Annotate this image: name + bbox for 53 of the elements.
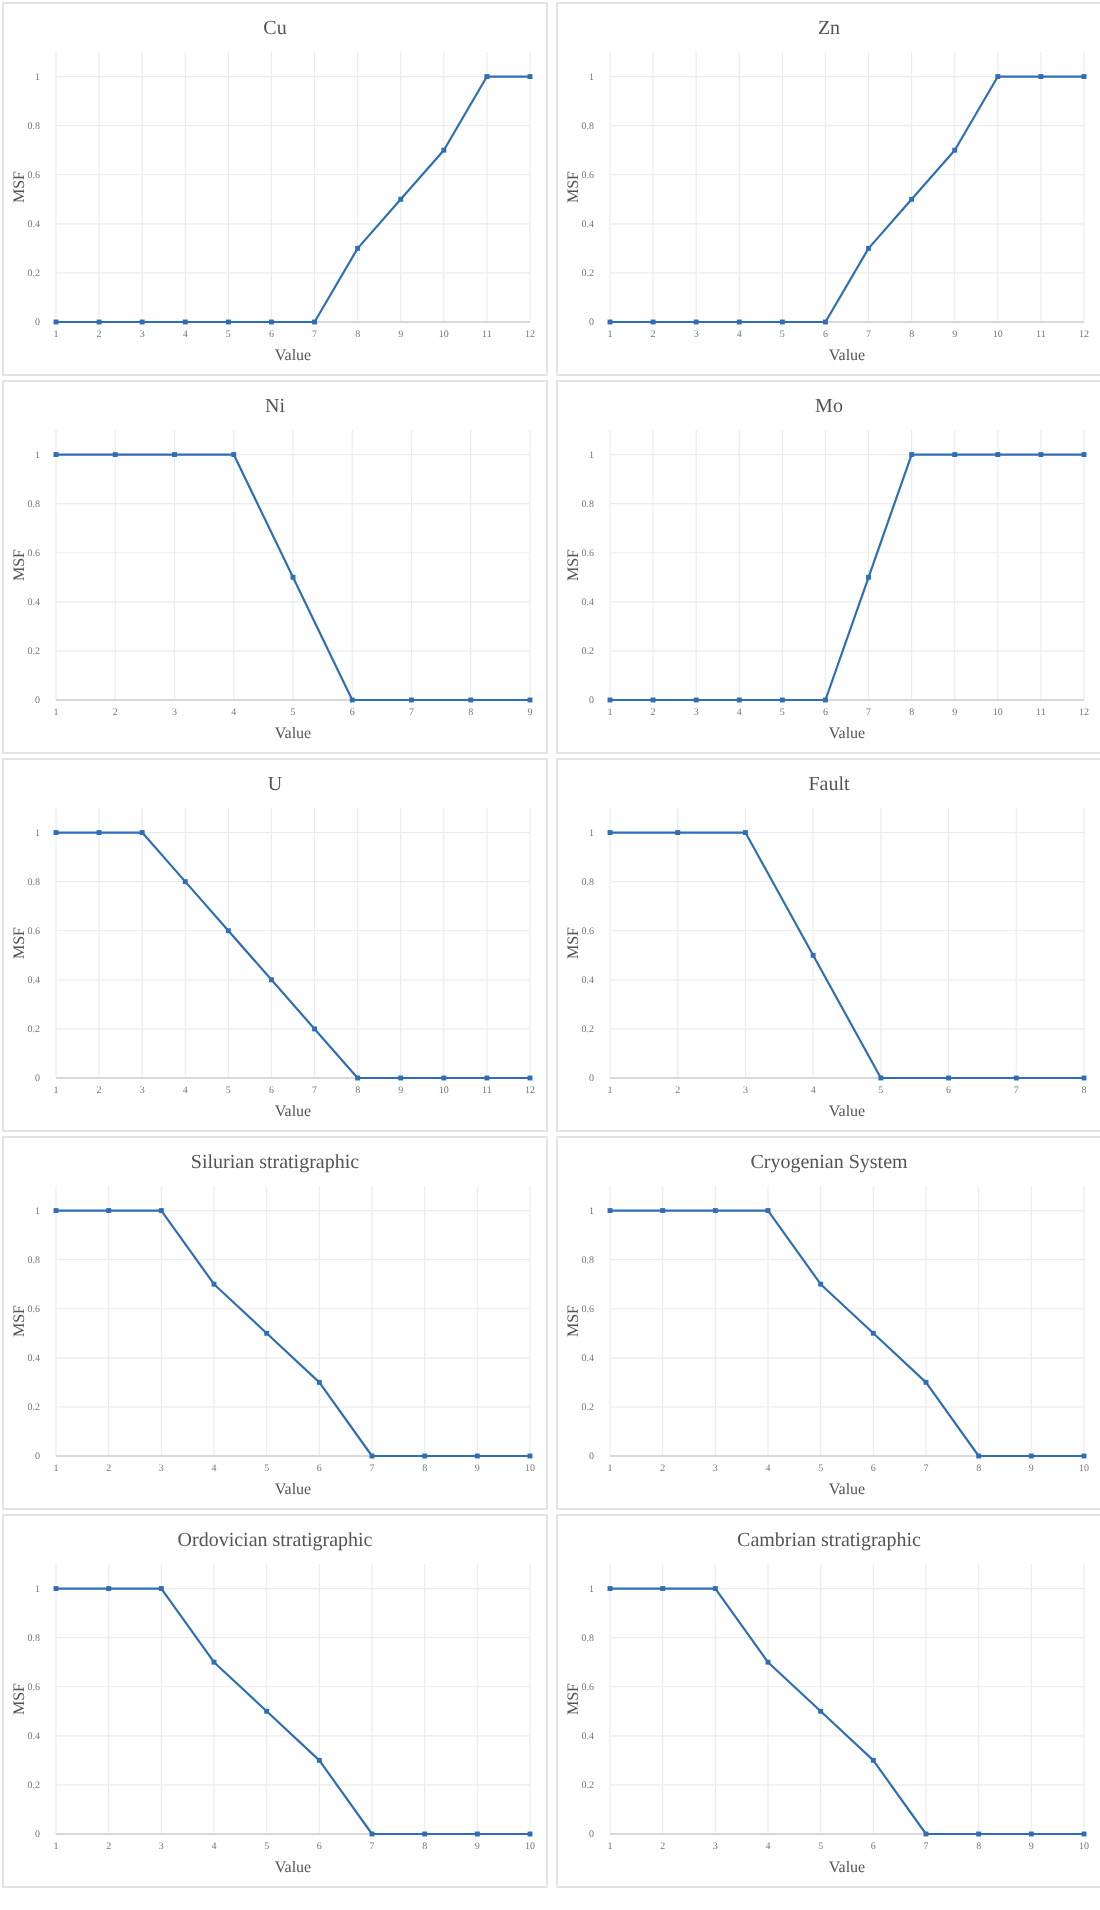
chart-title: Zn xyxy=(817,18,841,40)
point xyxy=(264,1330,270,1336)
point xyxy=(225,928,231,934)
point xyxy=(316,1379,322,1385)
chart-title: Ni xyxy=(265,396,286,418)
x-axis-title: Value xyxy=(828,1102,867,1120)
line-series xyxy=(53,1208,533,1459)
point xyxy=(316,1757,322,1763)
chart-title: Ordovician stratigraphic xyxy=(177,1530,374,1552)
x-axis-title: Value xyxy=(274,1480,313,1498)
line-series xyxy=(53,74,533,325)
point xyxy=(818,1281,824,1287)
point xyxy=(810,952,816,958)
chart-title: Cryogenian System xyxy=(750,1152,909,1174)
point xyxy=(818,1708,824,1714)
x-axis-title: Value xyxy=(274,1858,313,1876)
point xyxy=(398,196,404,202)
y-axis-title: MSF xyxy=(10,169,28,204)
x-axis-title: Value xyxy=(828,1480,867,1498)
chart-title: Mo xyxy=(815,396,843,418)
y-axis-title: MSF xyxy=(10,1681,28,1716)
point xyxy=(264,1708,270,1714)
point xyxy=(870,1330,876,1336)
point xyxy=(909,196,915,202)
chart-title: Cu xyxy=(263,18,287,40)
x-axis-title: Value xyxy=(828,724,867,742)
point xyxy=(355,245,361,251)
chart-title: Fault xyxy=(808,774,850,796)
line-series xyxy=(607,74,1087,325)
point xyxy=(441,147,447,153)
line-series xyxy=(53,830,533,1081)
y-axis-title: MSF xyxy=(10,547,28,582)
point xyxy=(952,147,958,153)
y-axis-title: MSF xyxy=(564,169,582,204)
x-axis-title: Value xyxy=(828,346,867,364)
x-axis-title: Value xyxy=(274,346,313,364)
y-axis-title: MSF xyxy=(564,1681,582,1716)
point xyxy=(182,879,188,885)
y-axis-title: MSF xyxy=(564,1303,582,1338)
line-series xyxy=(607,1586,1087,1837)
y-axis-title: MSF xyxy=(564,925,582,960)
chart-title: Cambrian stratigraphic xyxy=(737,1530,923,1552)
chart-title: U xyxy=(267,774,284,796)
chart-title: Silurian stratigraphic xyxy=(190,1152,361,1174)
y-axis-title: MSF xyxy=(10,1303,28,1338)
line-series xyxy=(607,1208,1087,1459)
x-axis-title: Value xyxy=(274,724,313,742)
y-axis-title: MSF xyxy=(564,547,582,582)
line-series xyxy=(53,1586,533,1837)
x-axis-title: Value xyxy=(274,1102,313,1120)
x-axis-title: Value xyxy=(828,1858,867,1876)
point xyxy=(870,1757,876,1763)
y-axis-title: MSF xyxy=(10,925,28,960)
